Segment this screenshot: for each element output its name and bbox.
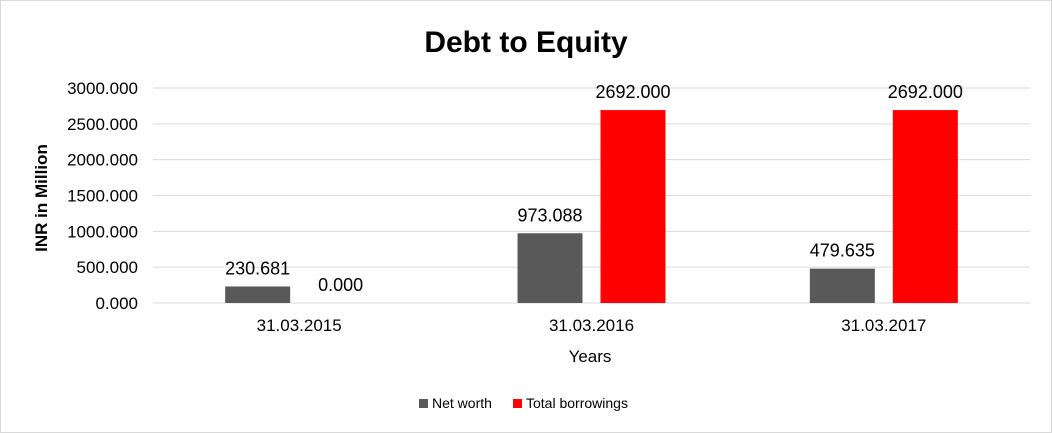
data-label: 973.088: [517, 205, 582, 225]
legend-label: Net worth: [432, 395, 492, 411]
gridlines: [153, 87, 1030, 304]
data-labels: 230.681 0.000 973.088 2692.000 479.635 2692.0…: [225, 82, 963, 295]
legend-swatch: [419, 399, 428, 408]
y-tick-label: 1000.000: [67, 222, 138, 241]
x-axis-ticks: 31.03.2015 31.03.2016 31.03.2017: [257, 316, 927, 335]
bars: [225, 110, 958, 303]
y-tick-label: 2000.000: [67, 151, 138, 170]
bar-total-borrowings: [600, 110, 666, 303]
data-label: 479.635: [810, 241, 875, 261]
x-tick-label: 31.03.2016: [549, 316, 634, 335]
bar-net-worth: [809, 268, 875, 303]
data-label: 2692.000: [888, 82, 963, 102]
legend-label: Total borrowings: [526, 395, 628, 411]
x-tick-label: 31.03.2015: [257, 316, 342, 335]
chart-title: Debt to Equity: [424, 26, 628, 59]
y-tick-label: 1500.000: [67, 187, 138, 206]
x-tick-label: 31.03.2017: [841, 316, 926, 335]
bar-net-worth: [517, 233, 583, 303]
data-label: 2692.000: [595, 82, 670, 102]
y-tick-label: 3000.000: [67, 79, 138, 98]
legend-swatch: [513, 399, 522, 408]
bar-net-worth: [225, 286, 291, 303]
data-label: 0.000: [318, 275, 363, 295]
legend: Net worth Total borrowings: [419, 395, 628, 411]
y-tick-label: 500.000: [77, 258, 138, 277]
x-axis-title: Years: [569, 347, 612, 366]
y-tick-label: 2500.000: [67, 115, 138, 134]
data-label: 230.681: [225, 258, 290, 278]
bar-total-borrowings: [892, 110, 958, 303]
y-axis-title: INR in Million: [32, 144, 51, 252]
y-axis-ticks: 0.000 500.000 1000.000 1500.000 2000.000 2500…: [67, 79, 138, 313]
y-tick-label: 0.000: [95, 294, 138, 313]
